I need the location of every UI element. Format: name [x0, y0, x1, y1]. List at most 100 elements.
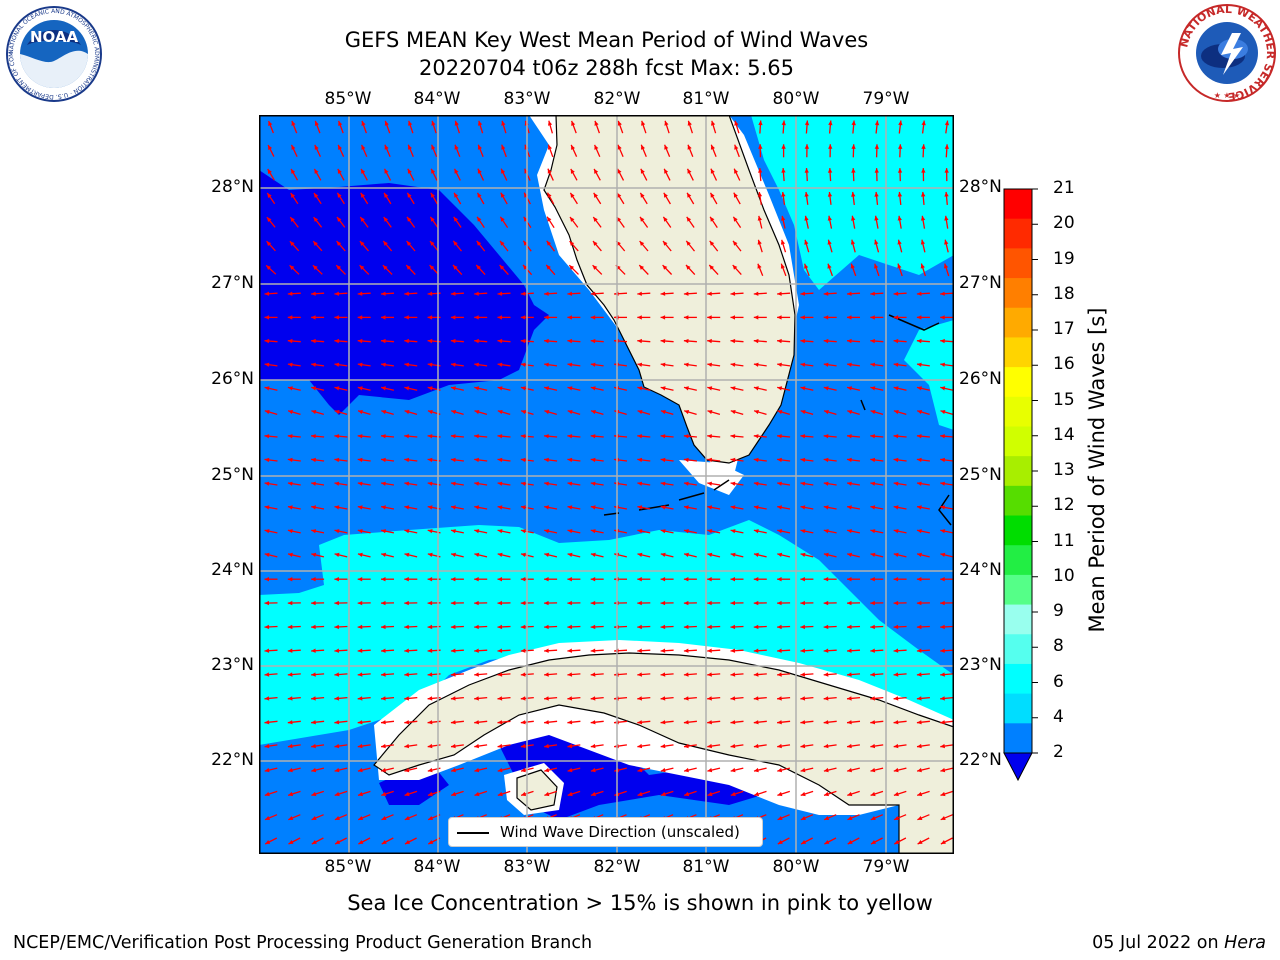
wind-arrow	[660, 767, 674, 773]
wind-arrow	[312, 264, 323, 275]
wind-arrow	[777, 505, 791, 510]
wind-arrow	[870, 410, 884, 416]
wind-arrow	[639, 192, 648, 205]
wind-arrow	[590, 315, 604, 320]
wind-arrow	[334, 386, 348, 391]
wind-arrow	[337, 168, 345, 181]
wind-arrow	[753, 696, 767, 701]
colorbar-tick-label: 18	[1053, 283, 1075, 304]
wind-arrow	[311, 552, 325, 558]
wind-arrow	[846, 481, 861, 486]
wind-arrow	[474, 790, 488, 797]
wind-arrow	[567, 457, 581, 463]
wind-arrow	[916, 362, 930, 367]
wind-arrow	[944, 144, 949, 158]
wind-arrow	[544, 434, 558, 439]
colorbar-tick-label: 17	[1053, 319, 1075, 339]
wind-arrow	[730, 648, 744, 653]
sea-ice-note: Sea Ice Concentration > 15% is shown in …	[347, 891, 933, 915]
wind-arrow	[870, 552, 884, 558]
wind-arrow	[916, 600, 930, 606]
wind-arrow	[590, 696, 604, 701]
colorbar-segment	[1004, 396, 1032, 427]
wind-arrow	[850, 239, 856, 253]
wind-arrow	[846, 505, 861, 510]
wind-arrow	[823, 743, 837, 749]
wind-arrow	[893, 648, 907, 653]
wind-arrow	[360, 192, 369, 205]
wind-arrow	[870, 386, 884, 391]
colorbar-tick-label: 11	[1053, 530, 1075, 551]
wind-arrow	[357, 338, 371, 344]
lon-tick-bottom: 82°W	[593, 857, 641, 877]
wind-arrow	[940, 814, 953, 821]
wind-arrow	[311, 814, 324, 821]
wind-arrow	[547, 168, 554, 181]
lat-tick-left: 25°N	[211, 465, 254, 485]
wind-arrow	[800, 767, 814, 773]
wind-arrow	[870, 648, 884, 653]
wind-arrow	[590, 648, 604, 653]
wind-arrow	[381, 410, 394, 416]
wind-arrow	[660, 362, 674, 367]
wind-arrow	[850, 263, 857, 277]
wind-arrow	[897, 168, 903, 182]
wind-arrow	[823, 505, 837, 510]
wind-arrow	[404, 457, 418, 463]
wind-arrow	[590, 743, 604, 749]
wind-arrow	[916, 338, 930, 344]
wind-arrow	[548, 120, 554, 134]
wind-arrow	[753, 481, 767, 486]
wind-arrow	[264, 386, 278, 391]
wind-arrow	[870, 457, 884, 463]
wind-arrow	[753, 648, 767, 653]
wind-arrow	[897, 239, 903, 253]
wind-arrow	[334, 624, 348, 630]
wind-arrow	[897, 191, 903, 205]
wind-arrow	[916, 457, 930, 463]
wind-arrow	[569, 240, 579, 252]
wind-arrow	[916, 767, 930, 773]
wind-arrow	[334, 529, 348, 534]
wind-arrow	[290, 144, 298, 157]
wind-arrow	[847, 790, 860, 797]
wind-arrow	[663, 168, 671, 181]
wind-arrow	[730, 291, 744, 296]
wind-arrow	[847, 410, 860, 416]
wind-arrow	[590, 362, 604, 367]
wind-arrow	[450, 291, 464, 296]
wind-arrow	[406, 216, 416, 228]
wind-arrow	[404, 505, 418, 510]
wind-arrow	[617, 144, 624, 158]
wind-arrow	[567, 481, 581, 486]
wind-arrow	[334, 672, 348, 677]
wind-arrow	[544, 720, 558, 725]
wind-arrow	[827, 191, 833, 205]
wind-arrow	[660, 291, 674, 296]
wind-arrow	[334, 291, 348, 296]
wind-arrow	[544, 481, 558, 486]
wind-arrow	[450, 362, 464, 367]
wind-arrow	[800, 457, 814, 463]
wind-arrow	[450, 529, 464, 534]
wind-arrow	[828, 144, 833, 158]
wind-arrow	[781, 191, 786, 205]
wind-arrow	[264, 315, 278, 320]
medium-period-region-atlantic	[751, 115, 954, 290]
colorbar-segment	[1004, 693, 1032, 724]
wind-arrow	[497, 696, 511, 701]
wind-arrow	[637, 338, 651, 344]
wind-arrow	[474, 696, 488, 701]
wind-arrow	[734, 120, 740, 134]
wind-arrow	[544, 767, 558, 773]
wind-arrow	[777, 624, 791, 630]
wind-arrow	[497, 410, 511, 416]
wind-arrow	[567, 434, 581, 439]
wind-arrow	[940, 672, 954, 677]
wind-arrow	[287, 291, 301, 296]
wind-arrow	[660, 696, 674, 701]
wind-arrow	[916, 720, 930, 725]
wind-arrow	[823, 696, 837, 701]
wind-arrow	[707, 696, 721, 701]
wind-arrow	[917, 410, 930, 416]
